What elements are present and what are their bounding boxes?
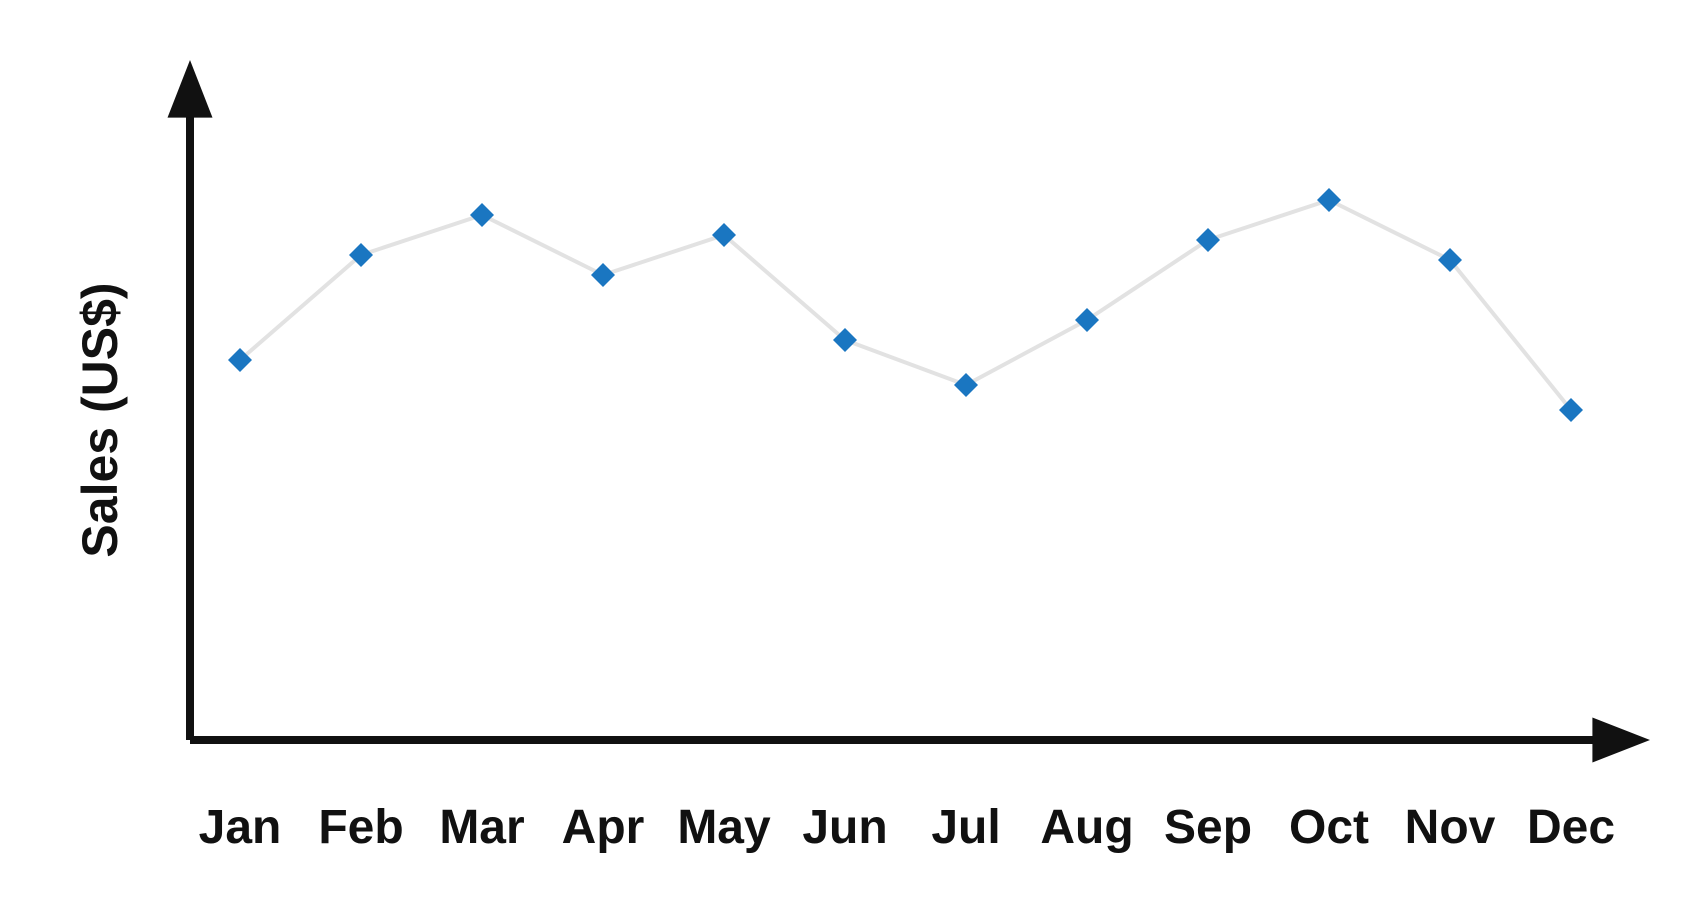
x-tick-label: Jan [199, 800, 282, 855]
x-tick-label: Jul [931, 800, 1000, 855]
sales-line-chart: Sales (US$) Jan Feb Mar Apr May Jun Jul Aug Sep O… [0, 0, 1702, 907]
x-tick-label: Apr [562, 800, 645, 855]
x-tick-label: May [677, 800, 770, 855]
x-tick-label: Jun [802, 800, 887, 855]
x-tick-label: Aug [1040, 800, 1133, 855]
x-tick-label: Sep [1164, 800, 1252, 855]
chart-svg [0, 0, 1702, 907]
y-axis-label: Sales (US$) [71, 282, 129, 557]
x-tick-label: Nov [1405, 800, 1496, 855]
x-tick-label: Mar [439, 800, 524, 855]
x-tick-label: Feb [318, 800, 403, 855]
x-tick-label: Dec [1527, 800, 1615, 855]
x-tick-label: Oct [1289, 800, 1369, 855]
